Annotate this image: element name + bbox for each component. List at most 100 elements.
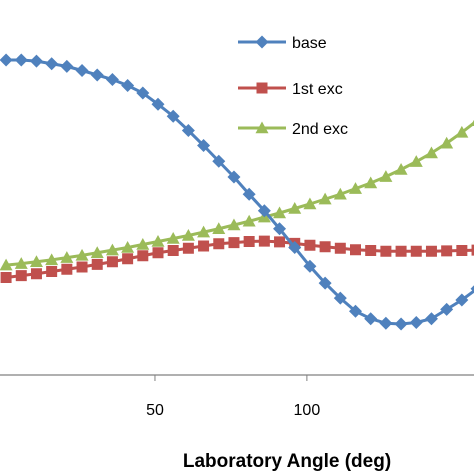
x-ticks: 50 100 bbox=[146, 375, 320, 419]
data-point bbox=[14, 257, 28, 269]
data-point bbox=[273, 222, 287, 236]
data-point bbox=[409, 155, 423, 167]
data-point bbox=[273, 206, 287, 219]
data-point bbox=[318, 276, 332, 290]
legend-marker bbox=[255, 121, 269, 134]
data-point bbox=[258, 235, 270, 247]
legend-marker bbox=[255, 35, 269, 49]
x-tick-label: 100 bbox=[294, 402, 321, 419]
data-point bbox=[29, 255, 43, 267]
legend-item: 1st exc bbox=[238, 81, 343, 98]
data-point bbox=[440, 136, 454, 149]
data-point bbox=[456, 245, 468, 256]
data-point bbox=[166, 109, 180, 123]
data-point bbox=[394, 317, 408, 331]
data-point bbox=[380, 245, 392, 257]
data-point bbox=[349, 304, 362, 318]
data-point bbox=[409, 316, 423, 329]
data-point bbox=[424, 146, 438, 159]
data-point bbox=[166, 232, 180, 244]
data-point bbox=[181, 124, 195, 137]
data-point bbox=[365, 245, 377, 256]
data-point bbox=[136, 86, 150, 100]
data-point bbox=[90, 68, 104, 82]
data-point bbox=[45, 57, 59, 71]
series-1st-exc bbox=[0, 235, 474, 283]
data-point bbox=[105, 243, 119, 256]
data-point bbox=[121, 241, 135, 253]
data-point bbox=[379, 316, 393, 330]
data-point bbox=[212, 154, 226, 168]
data-point bbox=[0, 258, 13, 271]
data-point bbox=[242, 187, 256, 201]
data-point bbox=[29, 54, 43, 68]
data-point bbox=[364, 176, 378, 189]
data-point bbox=[257, 204, 271, 218]
data-point bbox=[0, 53, 13, 67]
data-point bbox=[151, 235, 165, 247]
data-point bbox=[319, 241, 331, 253]
data-point bbox=[122, 253, 134, 265]
data-point bbox=[334, 242, 346, 254]
data-point bbox=[333, 187, 347, 200]
data-point bbox=[410, 245, 422, 257]
data-point bbox=[304, 239, 316, 251]
data-point bbox=[441, 245, 453, 257]
data-point bbox=[167, 245, 179, 256]
data-point bbox=[228, 237, 240, 249]
legend-item: 2nd exc bbox=[238, 121, 348, 138]
data-point bbox=[90, 246, 104, 258]
legend-label: base bbox=[292, 35, 327, 52]
data-point bbox=[198, 240, 210, 252]
legend-marker bbox=[256, 82, 268, 94]
data-point bbox=[227, 218, 241, 231]
x-tick-label: 50 bbox=[146, 402, 164, 419]
data-point bbox=[471, 244, 474, 256]
data-point bbox=[137, 250, 149, 262]
data-point bbox=[197, 225, 211, 238]
data-point bbox=[45, 253, 59, 266]
data-point bbox=[61, 263, 73, 275]
data-point bbox=[152, 247, 164, 259]
data-point bbox=[60, 59, 74, 73]
legend-label: 1st exc bbox=[292, 81, 343, 98]
data-point bbox=[46, 266, 58, 277]
data-point bbox=[60, 251, 74, 263]
series-base bbox=[0, 53, 474, 331]
legend-label: 2nd exc bbox=[292, 121, 348, 138]
data-point bbox=[395, 245, 407, 257]
data-point bbox=[364, 312, 378, 326]
series-2nd-exc bbox=[0, 119, 474, 271]
data-point bbox=[181, 229, 195, 241]
data-point bbox=[182, 242, 194, 254]
data-point bbox=[136, 238, 150, 250]
data-point bbox=[75, 64, 89, 77]
data-point bbox=[0, 272, 12, 283]
data-point bbox=[30, 268, 42, 280]
data-point bbox=[425, 245, 437, 257]
data-point bbox=[75, 248, 89, 261]
data-point bbox=[379, 170, 393, 182]
data-point bbox=[243, 236, 255, 247]
data-point bbox=[288, 241, 302, 254]
data-point bbox=[212, 222, 226, 234]
data-point bbox=[440, 302, 454, 316]
data-point bbox=[14, 53, 28, 67]
data-point bbox=[105, 73, 119, 86]
legend-item: base bbox=[238, 35, 327, 52]
data-point bbox=[227, 170, 241, 184]
data-point bbox=[470, 119, 474, 126]
data-point bbox=[91, 258, 103, 270]
series-layer bbox=[0, 53, 474, 331]
data-point bbox=[151, 97, 165, 111]
data-point bbox=[288, 202, 302, 214]
data-point bbox=[15, 270, 27, 282]
data-point bbox=[455, 125, 469, 138]
data-point bbox=[455, 293, 469, 307]
data-point bbox=[350, 244, 361, 256]
data-point bbox=[76, 261, 88, 273]
data-point bbox=[106, 256, 118, 268]
data-point bbox=[242, 214, 256, 227]
